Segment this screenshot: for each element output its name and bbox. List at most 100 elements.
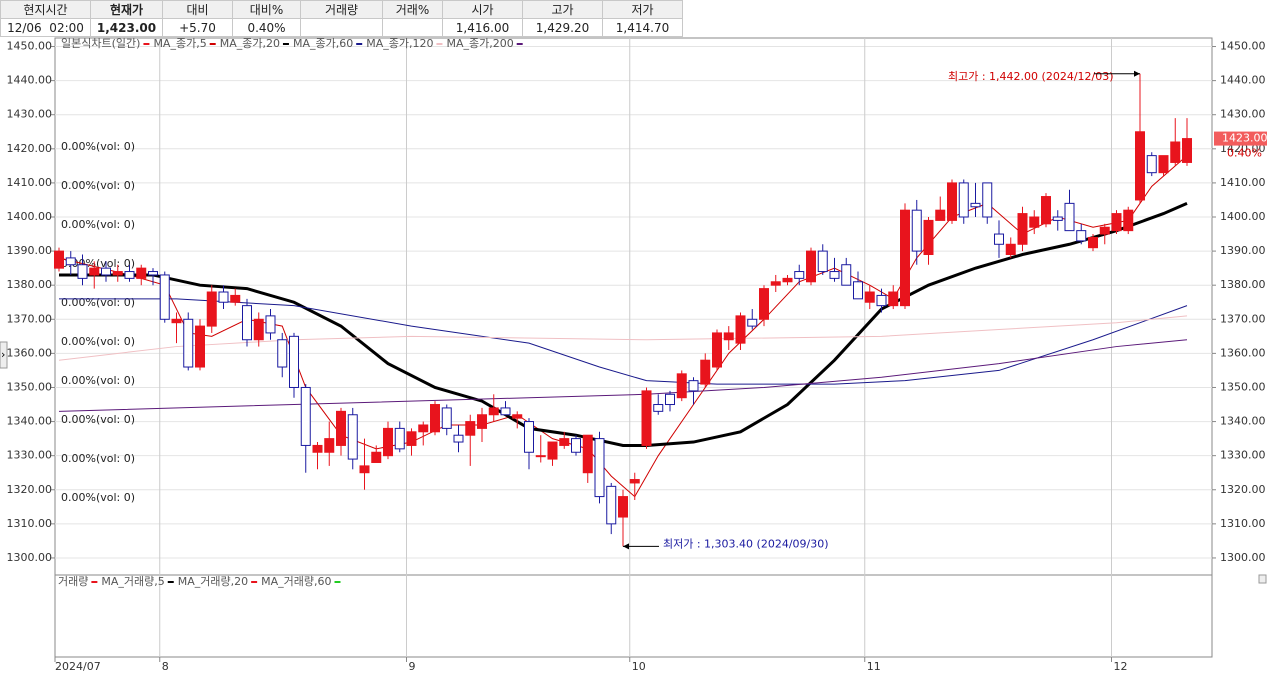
candle-body — [641, 390, 652, 446]
candle-body — [1005, 243, 1016, 256]
candle-body — [488, 407, 499, 416]
side-toggle[interactable] — [0, 341, 8, 369]
candle-body — [136, 267, 147, 279]
legend-label: MA_종가,60 — [293, 37, 353, 50]
candle-body — [195, 325, 205, 368]
cell: 거래량 — [300, 0, 383, 19]
candle-body — [853, 281, 863, 300]
y-tick-label: 1420.00 — [7, 142, 53, 155]
x-tick-label: 12 — [1114, 660, 1128, 673]
y2-tick-label: 1440.00 — [1220, 74, 1266, 87]
candle-body — [1158, 155, 1169, 174]
candle-body — [89, 267, 100, 276]
legend-label: MA_종가,120 — [366, 37, 433, 50]
last-price-label: 1423.00 — [1222, 132, 1267, 145]
candle-body — [500, 407, 511, 416]
legend-label: MA_거래량,20 — [178, 575, 248, 588]
candle-body — [277, 339, 288, 368]
vol-label: 0.00%(vol: 0) — [61, 374, 135, 387]
candle-body — [289, 335, 299, 388]
candle-body — [876, 294, 887, 307]
cell: 현지시간 — [0, 0, 91, 19]
quote-header: 현지시간 현재가 대비 대비% 거래량 거래% 시가 고가 저가 — [0, 0, 683, 19]
candle-body — [265, 315, 276, 334]
legend-label: 일본식차트(일간) — [61, 37, 140, 50]
candle-body — [453, 434, 464, 443]
candle-body — [1088, 236, 1098, 249]
candle-body — [759, 288, 769, 320]
ma-line — [58, 315, 1188, 361]
candle-body — [582, 434, 593, 474]
candle-body — [336, 410, 346, 446]
y-tick-label: 1370.00 — [7, 312, 53, 325]
candle-body — [300, 386, 311, 446]
vol-label: 0.00%(vol: 0) — [61, 296, 135, 309]
y-tick-label: 1450.00 — [7, 40, 53, 53]
candle-body — [782, 277, 793, 283]
cell: 시가 — [442, 0, 523, 19]
candle-body — [700, 359, 711, 385]
candle-body — [383, 427, 393, 457]
candle-body — [477, 414, 487, 429]
cell: 0.40% — [232, 18, 301, 37]
side-toggle-icon: › — [1, 348, 5, 361]
vol-label: 0.00%(vol: 0) — [61, 218, 135, 231]
cell: 1,414.70 — [602, 18, 683, 37]
volume-pane — [54, 574, 1213, 658]
candle-body — [394, 427, 405, 450]
y2-tick-label: 1390.00 — [1220, 244, 1266, 257]
cell: 저가 — [602, 0, 683, 19]
candle-body — [923, 219, 934, 256]
cell: 12/06 02:00 — [0, 18, 91, 37]
legend-label: MA_거래량,60 — [261, 575, 331, 588]
y2-tick-label: 1340.00 — [1220, 415, 1266, 428]
candle-body — [77, 264, 88, 279]
cell — [382, 18, 443, 37]
candle-body — [947, 182, 957, 221]
y2-tick-label: 1410.00 — [1220, 176, 1266, 189]
candle-body — [770, 281, 781, 286]
candle-body — [1170, 141, 1181, 163]
low-annotation: 최저가 : 1,303.40 (2024/09/30) — [663, 537, 829, 550]
candle-body — [958, 182, 969, 218]
candle-body — [371, 451, 382, 463]
candle-body — [817, 250, 828, 273]
quote-table: 현지시간 현재가 대비 대비% 거래량 거래% 시가 고가 저가 12/06 0… — [0, 0, 683, 37]
vol-label: 0.00%(vol: 0) — [61, 491, 135, 504]
vol-label: 0.00%(vol: 0) — [61, 413, 135, 426]
y2-tick-label: 1360.00 — [1220, 346, 1266, 359]
candle-body — [1111, 213, 1122, 232]
x-tick-label: 2024/07 — [55, 660, 101, 673]
y-tick-label: 1430.00 — [7, 108, 53, 121]
annotation-arrow — [1134, 70, 1140, 77]
candle-body — [430, 404, 440, 433]
cell: 현재가 — [90, 0, 163, 19]
candle-body — [101, 267, 111, 276]
candle-body — [1135, 131, 1145, 201]
x-tick-label: 9 — [409, 660, 416, 673]
candle-body — [665, 393, 675, 406]
candle-body — [970, 202, 981, 208]
pane-handle[interactable] — [1258, 574, 1267, 584]
vol-label: 0.00%(vol: 0) — [61, 140, 135, 153]
candle-body — [312, 444, 323, 453]
candle-body — [159, 274, 170, 320]
candle-body — [1099, 226, 1110, 235]
candle-body — [794, 271, 805, 279]
vol-label: 0.00%(vol: 0) — [61, 335, 135, 348]
candle-body — [206, 291, 217, 327]
candle-body — [183, 318, 194, 368]
y2-tick-label: 1330.00 — [1220, 449, 1266, 462]
candle-body — [218, 291, 229, 303]
candle-body — [806, 250, 816, 283]
candle-body — [324, 438, 335, 453]
quote-values: 12/06 02:00 1,423.00 +5.70 0.40% 1,416.0… — [0, 18, 683, 37]
x-tick-label: 8 — [162, 660, 169, 673]
legend-label: MA_종가,5 — [153, 37, 206, 50]
y-tick-label: 1310.00 — [7, 517, 53, 530]
candle-body — [1182, 138, 1192, 163]
candle-body — [594, 438, 605, 498]
legend-label: 거래량 — [58, 575, 88, 588]
